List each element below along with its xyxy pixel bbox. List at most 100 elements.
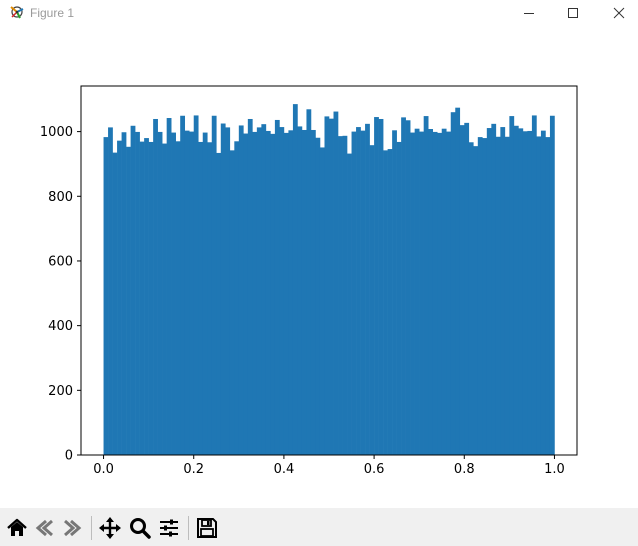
minimize-icon	[524, 13, 534, 14]
toolbar-separator	[188, 516, 189, 540]
histogram-bar	[491, 123, 497, 455]
close-button[interactable]	[596, 0, 638, 26]
histogram-bar	[256, 127, 262, 455]
y-tick-label: 200	[48, 384, 73, 399]
histogram-bar	[153, 118, 158, 456]
y-tick-label: 400	[48, 319, 73, 334]
title-bar[interactable]: Figure 1	[0, 0, 638, 26]
histogram-bar	[144, 138, 149, 455]
histogram-bar	[518, 128, 524, 455]
home-icon	[7, 518, 27, 536]
axes-frame	[80, 85, 578, 456]
histogram-bar	[473, 146, 479, 455]
histogram-bar	[405, 120, 411, 455]
navigation-toolbar	[0, 508, 638, 546]
zoom-button[interactable]	[128, 516, 152, 540]
histogram-bar	[365, 123, 370, 455]
back-button[interactable]	[33, 516, 57, 540]
save-icon	[197, 518, 217, 538]
histogram-bar	[198, 141, 204, 455]
histogram-bar	[279, 127, 285, 455]
y-tick-label: 0	[65, 449, 73, 464]
histogram-bar	[531, 115, 537, 456]
histogram-bar	[392, 130, 397, 455]
histogram-bar	[423, 116, 429, 456]
histogram-bar	[180, 115, 186, 456]
histogram-bar	[338, 136, 343, 455]
histogram-bar	[297, 126, 303, 456]
pan-icon	[99, 517, 121, 539]
histogram-bar	[432, 131, 438, 455]
histogram-bar	[477, 137, 483, 455]
histogram-bar	[148, 141, 154, 455]
histogram-bar	[549, 115, 555, 456]
histogram-bar	[193, 115, 199, 456]
histogram-bar	[265, 130, 271, 455]
histogram-bar	[225, 127, 231, 455]
histogram-bar	[292, 104, 298, 456]
window-title: Figure 1	[30, 6, 75, 20]
histogram-bar	[112, 152, 118, 455]
histogram-bar	[486, 128, 492, 456]
histogram-bar	[536, 136, 542, 455]
y-tick-label: 600	[48, 254, 73, 269]
histogram-bar	[347, 153, 352, 456]
histogram-bar	[103, 137, 109, 455]
y-axis-ticks: 0 200 400 600 800 1000	[40, 125, 81, 464]
maximize-icon	[568, 8, 578, 18]
histogram-bar	[401, 117, 406, 456]
histogram-bar	[261, 124, 267, 456]
histogram-bar	[387, 149, 393, 455]
y-tick-label: 1000	[40, 125, 73, 140]
histogram-bar	[378, 118, 384, 456]
histogram-bar	[274, 119, 280, 455]
histogram-bar	[522, 131, 528, 456]
histogram-bar	[351, 131, 357, 455]
histogram-bar	[166, 118, 172, 455]
histogram-bar	[410, 132, 415, 455]
histogram-bar	[238, 125, 244, 455]
histogram-bar	[540, 130, 546, 455]
figure-canvas[interactable]: 0.0 0.2 0.4 0.6 0.8 1.0 0 200 400 600 800 1000	[0, 26, 638, 508]
histogram-bar	[527, 130, 533, 455]
configure-subplots-button[interactable]	[157, 516, 181, 540]
home-button[interactable]	[5, 516, 29, 540]
histogram-bar	[175, 141, 181, 455]
histogram-bar	[319, 147, 325, 455]
histogram-bar	[283, 132, 289, 455]
histogram-bar	[500, 127, 506, 455]
histogram-bar	[211, 115, 217, 456]
histogram-bar	[207, 142, 213, 455]
histogram-bar	[428, 129, 434, 455]
histogram-bar	[441, 128, 447, 455]
histogram-bar	[162, 143, 167, 455]
histogram-bar	[189, 131, 195, 455]
histogram-bar	[369, 145, 375, 455]
histogram-bar	[117, 140, 122, 455]
histogram-bar	[288, 130, 294, 455]
histogram-bar	[504, 136, 510, 456]
histogram-bar	[139, 141, 145, 456]
x-tick-label: 0.4	[274, 462, 295, 477]
histogram-bar	[310, 129, 316, 455]
pan-button[interactable]	[98, 516, 122, 540]
matplotlib-icon	[8, 3, 26, 21]
maximize-button[interactable]	[550, 0, 596, 26]
x-tick-label: 0.0	[93, 462, 114, 477]
y-tick-label: 800	[48, 190, 73, 205]
forward-button[interactable]	[60, 516, 84, 540]
histogram-chart: 0.0 0.2 0.4 0.6 0.8 1.0 0 200 400 600 800 1000	[40, 85, 578, 477]
histogram-bar	[315, 137, 321, 455]
x-tick-label: 0.8	[454, 462, 475, 477]
minimize-button[interactable]	[506, 0, 552, 26]
histogram-bar	[229, 150, 235, 456]
histogram-bar	[130, 125, 136, 456]
histogram-bar	[135, 131, 140, 455]
histogram-bar	[202, 132, 208, 455]
close-icon	[613, 7, 625, 19]
histogram-bar	[270, 133, 276, 455]
save-button[interactable]	[195, 516, 219, 540]
x-tick-label: 1.0	[544, 462, 565, 477]
histogram-bars	[103, 104, 555, 456]
histogram-bar	[495, 136, 501, 456]
